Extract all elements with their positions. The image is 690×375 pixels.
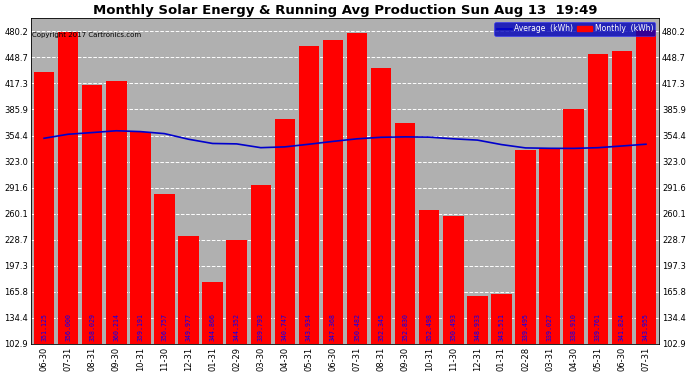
Text: 352.498: 352.498 <box>426 313 432 341</box>
Text: 343.511: 343.511 <box>498 313 504 341</box>
Title: Monthly Solar Energy & Running Avg Production Sun Aug 13  19:49: Monthly Solar Energy & Running Avg Produ… <box>92 4 598 17</box>
Bar <box>515 150 536 375</box>
Text: 343.934: 343.934 <box>306 313 312 341</box>
Text: 352.830: 352.830 <box>402 313 408 341</box>
Text: 350.482: 350.482 <box>354 313 360 341</box>
Text: 344.866: 344.866 <box>210 313 215 341</box>
Bar <box>371 68 391 375</box>
Text: 350.493: 350.493 <box>451 313 456 341</box>
Text: 352.345: 352.345 <box>378 313 384 341</box>
Bar <box>588 54 608 375</box>
Bar <box>34 72 55 375</box>
Text: 347.368: 347.368 <box>330 313 336 341</box>
Bar <box>419 210 440 375</box>
Bar <box>443 216 464 375</box>
Bar <box>323 40 343 375</box>
Bar <box>82 86 102 375</box>
Bar <box>202 282 223 375</box>
Text: 339.027: 339.027 <box>546 313 553 341</box>
Bar <box>130 132 150 375</box>
Legend: Average  (kWh), Monthly  (kWh): Average (kWh), Monthly (kWh) <box>494 22 656 36</box>
Bar <box>611 51 632 375</box>
Bar <box>299 46 319 375</box>
Text: 341.824: 341.824 <box>619 313 625 341</box>
Bar <box>275 118 295 375</box>
Bar <box>178 236 199 375</box>
Text: 351.125: 351.125 <box>41 313 47 341</box>
Text: 356.757: 356.757 <box>161 313 168 341</box>
Text: 339.761: 339.761 <box>595 313 601 341</box>
Bar <box>106 81 126 375</box>
Text: 339.793: 339.793 <box>258 313 264 341</box>
Text: 340.747: 340.747 <box>282 313 288 341</box>
Bar <box>395 123 415 375</box>
Bar <box>540 148 560 375</box>
Text: 349.977: 349.977 <box>186 313 192 341</box>
Bar <box>58 32 79 375</box>
Text: 344.352: 344.352 <box>234 313 239 341</box>
Text: Copyright 2017 Cartronics.com: Copyright 2017 Cartronics.com <box>32 32 141 38</box>
Bar <box>347 33 367 375</box>
Text: 339.495: 339.495 <box>522 313 529 341</box>
Text: 360.214: 360.214 <box>113 313 119 341</box>
Bar <box>154 194 175 375</box>
Bar <box>226 240 247 375</box>
Text: 343.955: 343.955 <box>643 313 649 341</box>
Bar <box>491 294 512 375</box>
Bar <box>635 30 656 375</box>
Text: 359.191: 359.191 <box>137 313 144 341</box>
Text: 358.029: 358.029 <box>89 313 95 341</box>
Text: 348.933: 348.933 <box>475 313 480 341</box>
Text: 338.910: 338.910 <box>571 313 577 341</box>
Bar <box>250 185 271 375</box>
Bar <box>564 109 584 375</box>
Text: 356.000: 356.000 <box>65 313 71 341</box>
Bar <box>467 296 488 375</box>
